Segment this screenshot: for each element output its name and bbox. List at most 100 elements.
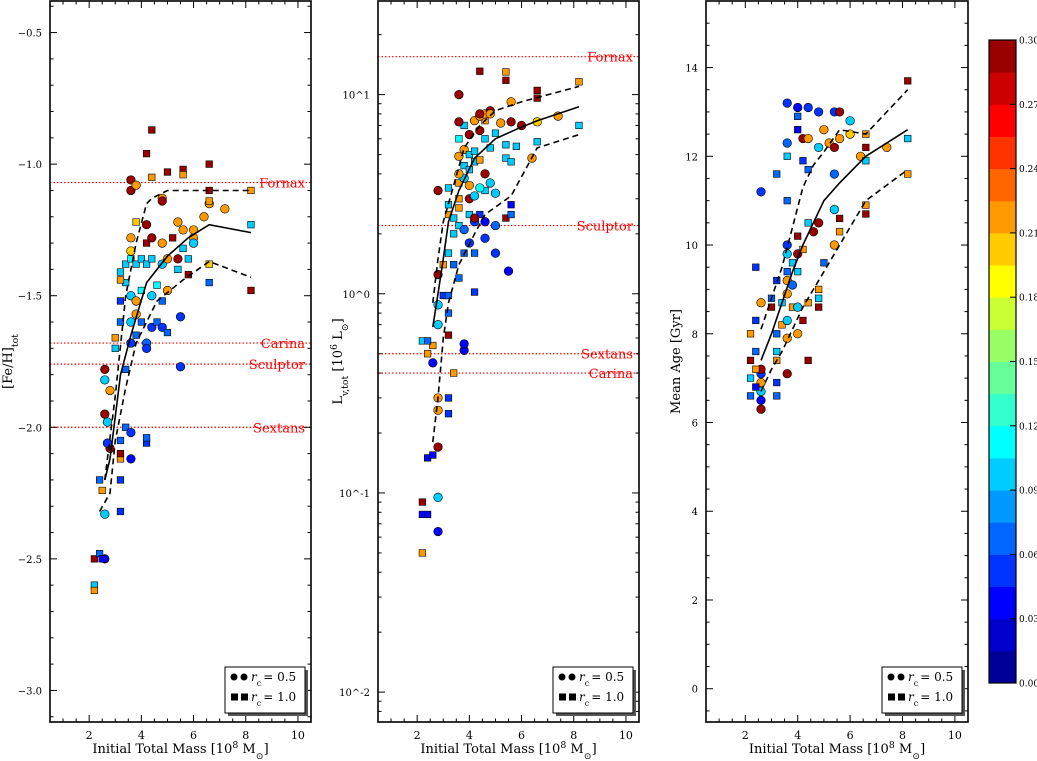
- colorbar-segment: [989, 329, 1016, 362]
- data-point-circle: [782, 138, 792, 148]
- plot-area: [746, 77, 912, 414]
- colorbar-tick-label: 0.18: [1019, 294, 1037, 304]
- legend-square-marker: [559, 693, 566, 701]
- x-axis-label-part: M: [566, 742, 583, 757]
- data-point-square: [533, 86, 541, 94]
- data-point-square: [116, 318, 125, 326]
- x-axis-label-part: ]: [264, 742, 269, 757]
- legend-sub: c: [914, 679, 919, 688]
- data-point-square: [450, 261, 458, 269]
- legend-label: rc = 0.5: [579, 670, 624, 688]
- data-point-circle: [829, 169, 839, 179]
- data-point-circle: [459, 225, 469, 235]
- data-point-circle: [475, 109, 485, 119]
- legend-value: = 0.5: [920, 670, 953, 684]
- data-point-circle: [454, 169, 464, 179]
- data-point-circle: [147, 291, 157, 301]
- colorbar-segment: [989, 40, 1016, 73]
- data-point-square: [533, 138, 541, 146]
- data-point-circle: [157, 238, 167, 248]
- data-point-square: [794, 126, 802, 134]
- data-point-circle: [469, 213, 480, 223]
- data-point-circle: [829, 204, 839, 215]
- x-axis-label-part: 8: [232, 740, 238, 751]
- data-point-square: [476, 156, 484, 164]
- data-point-circle: [141, 220, 152, 230]
- data-point-circle: [782, 369, 792, 379]
- y-axis-label-part: L: [331, 331, 346, 344]
- data-point-square: [799, 316, 807, 325]
- panel-1: Fornax Carina Sculptor Sextans 2 4 6 8 10 −3.0 −2.…: [1, 0, 312, 761]
- data-point-square: [205, 278, 213, 287]
- plot-area: [378, 56, 639, 557]
- data-point-square: [137, 318, 145, 326]
- x-axis-label-part: 8: [889, 740, 895, 751]
- legend-circle-marker: [887, 673, 895, 681]
- data-point-square: [460, 162, 468, 170]
- colorbar-segment: [989, 136, 1016, 170]
- colorbar-segment: [989, 522, 1016, 555]
- percentile-line-2: [760, 89, 909, 330]
- data-point-circle: [454, 151, 464, 161]
- data-point-square: [778, 321, 786, 329]
- legend-square-marker: [898, 693, 905, 701]
- data-point-circle: [756, 298, 766, 308]
- colorbar-segment: [989, 104, 1016, 137]
- legend-r: r: [908, 670, 915, 684]
- legend-circle-marker: [558, 673, 566, 681]
- y-axis-label-part: tot: [10, 334, 21, 347]
- x-axis-label-part: ]: [592, 742, 597, 757]
- data-point-square: [148, 255, 156, 263]
- data-point-square: [455, 135, 463, 143]
- data-point-square: [470, 147, 479, 155]
- data-point-square: [184, 255, 192, 263]
- colorbar-segment: [989, 72, 1016, 105]
- data-point-circle: [141, 343, 152, 353]
- data-point-square: [116, 268, 125, 276]
- colorbar-segment: [989, 361, 1016, 395]
- data-point-circle: [126, 427, 136, 438]
- median-line: [760, 129, 909, 361]
- legend-value: = 1.0: [920, 690, 953, 704]
- colorbar-tick-label: 0.21: [1019, 229, 1037, 239]
- data-point-square: [746, 330, 755, 338]
- data-point-square: [158, 297, 166, 305]
- data-point-square: [799, 157, 807, 165]
- legend-box: [881, 666, 963, 714]
- plot-area: [50, 126, 311, 595]
- x-axis-label-part: Initial Total Mass [10: [92, 742, 232, 757]
- data-point-square: [116, 507, 125, 516]
- data-point-circle: [162, 285, 173, 296]
- legend-r: r: [251, 670, 258, 684]
- y-tick-label: −1.0: [18, 160, 42, 171]
- reference-label-fornax: Fornax: [259, 177, 305, 192]
- data-point-square: [502, 141, 510, 149]
- data-point-square: [247, 221, 255, 229]
- data-point-square: [752, 383, 760, 391]
- data-point-circle: [126, 233, 136, 243]
- y-tick-label: 8: [692, 330, 698, 341]
- reference-label-sculptor: Sculptor: [249, 358, 306, 373]
- legend-r: r: [579, 690, 586, 704]
- data-point-square: [132, 331, 140, 339]
- data-point-square: [148, 126, 156, 134]
- data-point-circle: [756, 187, 766, 197]
- data-point-square: [429, 451, 437, 459]
- data-point-circle: [819, 125, 829, 135]
- data-point-square: [836, 228, 844, 236]
- data-point-square: [122, 423, 130, 431]
- data-point-circle: [100, 409, 110, 419]
- x-tick-label: 6: [847, 729, 854, 742]
- x-tick-label: 6: [190, 729, 197, 742]
- legend-label: rc = 1.0: [908, 690, 953, 708]
- data-point-square: [444, 410, 453, 418]
- data-point-square: [116, 276, 125, 284]
- x-tick-label: 8: [570, 729, 577, 742]
- colorbar-tick-label: 0.00: [1019, 680, 1037, 690]
- data-point-circle: [490, 248, 501, 258]
- data-point-circle: [433, 442, 443, 452]
- data-point-circle: [188, 238, 199, 248]
- y-tick-label: 6: [692, 419, 698, 430]
- data-point-circle: [464, 129, 474, 140]
- data-point-circle: [100, 509, 110, 519]
